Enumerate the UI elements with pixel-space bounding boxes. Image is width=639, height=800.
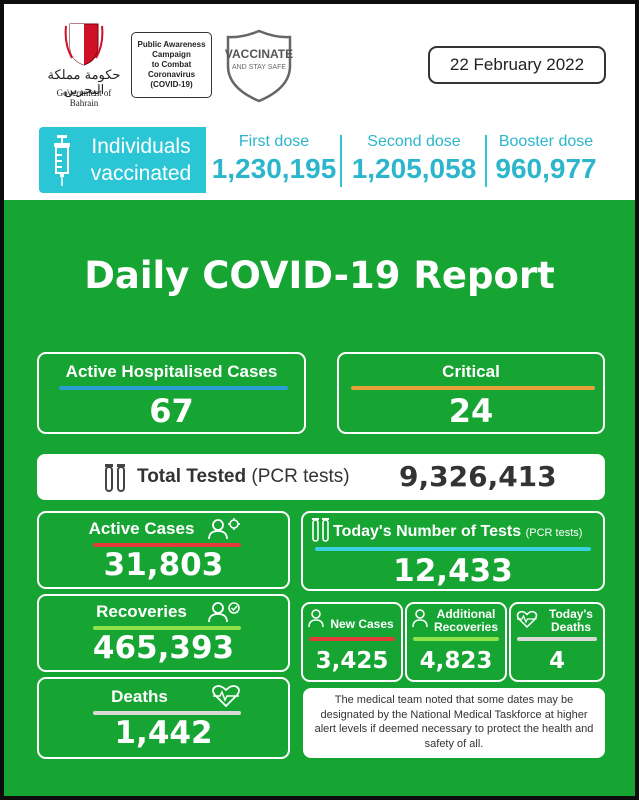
test-tubes-icon <box>105 464 125 492</box>
active-cases-value: 31,803 <box>103 547 224 583</box>
todays-deaths-label: Today's Deaths <box>525 608 617 634</box>
vaccinated-title-line2: vaccinated <box>90 162 192 185</box>
todays-deaths-card: Today's Deaths 4 <box>509 602 605 682</box>
additional-recoveries-bar <box>413 637 499 641</box>
government-label: Government of Bahrain <box>56 88 112 108</box>
heart-pulse-icon <box>516 610 538 628</box>
heart-pulse-icon <box>212 685 240 708</box>
shield-icon <box>226 29 292 103</box>
second-dose: Second dose 1,205,058 <box>343 127 485 193</box>
recoveries-value: 465,393 <box>92 630 235 666</box>
recovered-person-icon <box>208 602 240 623</box>
todays-tests-value: 12,433 <box>393 553 513 589</box>
additional-recoveries-label-line1: Additional <box>436 607 496 621</box>
campaign-line: Public Awareness <box>137 40 206 49</box>
new-cases-label: New Cases <box>330 617 394 631</box>
new-cases-card: New Cases 3,425 <box>301 602 403 682</box>
deaths-card: Deaths 1,442 <box>37 677 290 759</box>
second-dose-label: Second dose <box>367 133 461 150</box>
hospitalised-label: Active Hospitalised Cases <box>65 362 278 381</box>
total-tested-bar: Total Tested (PCR tests) 9,326,413 <box>37 454 605 500</box>
government-arabic-text: حكومة مملكة البحرين <box>47 68 121 98</box>
deaths-value: 1,442 <box>114 715 213 751</box>
critical-label: Critical <box>442 362 500 381</box>
campaign-line: to Combat <box>151 60 192 69</box>
vaccinate-shield-badge: VACCINATE AND STAY SAFE <box>222 28 296 104</box>
total-tested-title: Total Tested <box>137 466 247 487</box>
vaccinated-title-line1: Individuals <box>91 135 191 158</box>
second-dose-value: 1,205,058 <box>351 153 477 184</box>
syringe-icon <box>54 135 70 186</box>
bahrain-emblem-logo: حكومة مملكة البحرين Government of Bahrai… <box>44 22 124 108</box>
crest-icon <box>64 23 104 66</box>
infographic: حكومة مملكة البحرين Government of Bahrai… <box>4 4 635 796</box>
critical-value: 24 <box>448 392 494 430</box>
todays-tests-suffix: (PCR tests) <box>525 527 583 539</box>
todays-tests-bar <box>315 547 591 551</box>
total-tested-value: 9,326,413 <box>399 460 557 493</box>
todays-deaths-label-line2: Deaths <box>550 620 591 634</box>
medical-note-text: The medical team noted that some dates m… <box>314 694 594 750</box>
divider <box>340 135 342 187</box>
booster-dose-value: 960,977 <box>495 153 597 184</box>
hospitalised-card: Active Hospitalised Cases 67 <box>37 352 306 434</box>
additional-recoveries-label-line2: Recoveries <box>433 620 499 634</box>
first-dose: First dose 1,230,195 <box>209 127 339 193</box>
campaign-line: (COVID-19) <box>150 80 193 89</box>
critical-bar <box>351 386 595 390</box>
recoveries-label: Recoveries <box>96 602 187 621</box>
report-date: 22 February 2022 <box>428 46 606 84</box>
active-cases-bar <box>93 543 241 547</box>
todays-tests-label: Today's Number of Tests (PCR tests) <box>333 523 582 541</box>
person-icon <box>412 609 428 628</box>
virus-person-icon <box>208 518 240 540</box>
total-tested-label: Total Tested (PCR tests) <box>137 466 350 488</box>
active-cases-card: Active Cases 31,803 <box>37 511 290 589</box>
todays-deaths-value: 4 <box>548 648 565 674</box>
recoveries-card: Recoveries 465,393 <box>37 594 290 672</box>
new-cases-value: 3,425 <box>315 648 389 674</box>
vaccinate-subtitle: AND STAY SAFE <box>231 64 287 71</box>
deaths-label: Deaths <box>111 687 168 706</box>
first-dose-label: First dose <box>238 133 310 150</box>
new-cases-bar <box>309 637 395 641</box>
booster-dose-label: Booster dose <box>498 133 594 150</box>
vaccinated-title: Individuals vaccinated <box>77 133 205 187</box>
additional-recoveries-card: Additional Recoveries 4,823 <box>405 602 507 682</box>
hospitalised-bar <box>59 386 288 390</box>
divider <box>485 135 487 187</box>
active-cases-label: Active Cases <box>88 519 195 538</box>
additional-recoveries-value: 4,823 <box>419 648 493 674</box>
recoveries-bar <box>93 626 241 630</box>
additional-recoveries-label: Additional Recoveries <box>417 608 515 634</box>
todays-tests-card: Today's Number of Tests (PCR tests) 12,4… <box>301 511 605 591</box>
hospitalised-value: 67 <box>149 392 194 430</box>
vaccinate-title: VACCINATE <box>224 47 294 61</box>
medical-note: The medical team noted that some dates m… <box>303 688 605 758</box>
campaign-line: Campaign <box>152 50 191 59</box>
person-icon <box>308 609 324 628</box>
todays-deaths-label-line1: Today's <box>549 607 593 621</box>
total-tested-suffix: (PCR tests) <box>251 466 350 487</box>
vaccinated-header: Individuals vaccinated <box>39 127 206 193</box>
deaths-bar <box>93 711 241 715</box>
todays-tests-title: Today's Number of Tests <box>333 523 522 540</box>
report-title: Daily COVID-19 Report <box>84 254 555 297</box>
test-tubes-icon <box>312 518 329 542</box>
campaign-badge: Public Awareness Campaign to Combat Coro… <box>131 32 212 98</box>
vaccination-strip: Individuals vaccinated First dose 1,230,… <box>39 127 606 193</box>
campaign-line: Coronavirus <box>147 70 196 79</box>
first-dose-value: 1,230,195 <box>211 153 337 184</box>
todays-deaths-bar <box>517 637 597 641</box>
booster-dose: Booster dose 960,977 <box>488 127 604 193</box>
critical-card: Critical 24 <box>337 352 605 434</box>
